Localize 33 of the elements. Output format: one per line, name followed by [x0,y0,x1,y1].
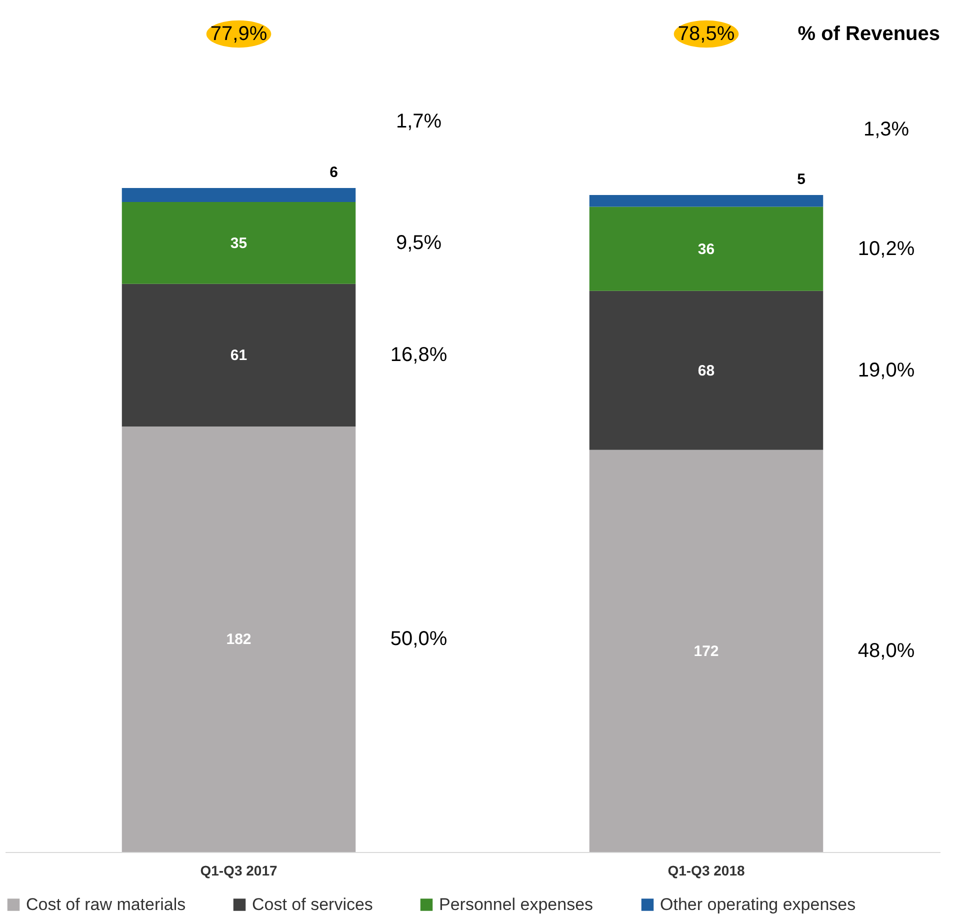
text: 78,5% [678,23,735,45]
text: 77,9% [210,23,268,45]
legend-label: Other operating expenses [660,894,856,914]
bar [122,284,356,426]
annotation: 48,0% [858,640,915,662]
annotation: 19,0% [858,359,915,382]
bar [589,290,824,450]
x-tick-label: Q1-Q3 2018 [668,862,745,878]
text: 1,7% [396,110,442,133]
annotation: 16,8% [390,344,448,366]
legend-label: Cost of services [252,894,373,914]
data-label: 68 [698,362,715,380]
bar [589,206,824,291]
annotation: 10,2% [858,238,915,260]
x-tick-label: Q1-Q3 2017 [200,862,278,878]
legend-label: Cost of raw materials [26,894,186,914]
text: 1,3% [863,118,910,140]
data-label: 172 [694,642,719,660]
annotation: 9,5% [396,232,442,254]
data-label: 6 [330,164,338,181]
data-label: 36 [698,240,715,258]
legend-label: Personnel expenses [439,894,594,914]
data-label: 5 [797,171,806,188]
annotation: 50,0% [390,628,448,650]
bar [122,202,356,284]
bar [122,426,356,852]
bar [589,195,824,207]
bar [122,188,356,202]
data-label: 182 [226,631,252,648]
data-label: 61 [230,347,248,364]
bar [589,450,824,852]
data-label: 35 [230,234,248,252]
text: % of Revenues [798,23,940,45]
